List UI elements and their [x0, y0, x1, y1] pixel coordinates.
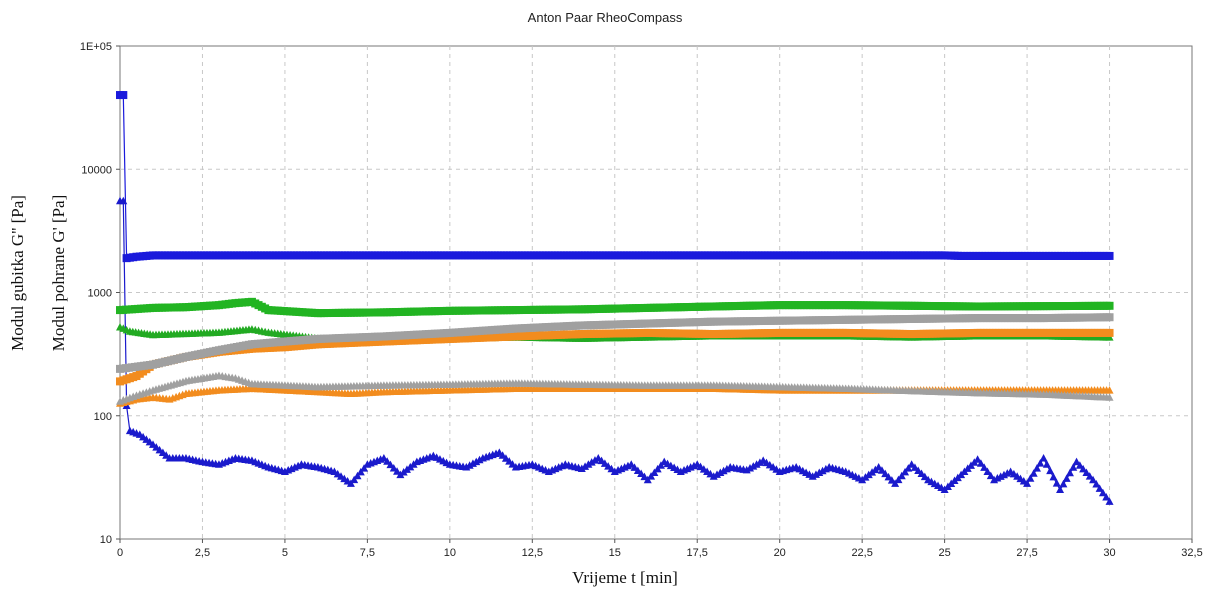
- data-point: [877, 466, 886, 474]
- data-point: [577, 464, 586, 472]
- data-point: [1039, 453, 1048, 462]
- data-point: [587, 458, 596, 466]
- data-point: [1102, 493, 1111, 501]
- data-point: [393, 467, 402, 475]
- data-point: [1023, 479, 1032, 487]
- data-point: [350, 475, 359, 484]
- x-tick-label: 15: [609, 547, 621, 559]
- data-point: [1056, 485, 1065, 493]
- x-tick-label: 22,5: [851, 547, 872, 559]
- data-point: [1029, 469, 1038, 477]
- data-point: [897, 471, 906, 480]
- data-point: [881, 469, 890, 478]
- data-point: [983, 467, 992, 475]
- data-point: [891, 479, 900, 487]
- y-tick-label: 10000: [81, 164, 112, 176]
- x-tick-label: 27,5: [1016, 547, 1037, 559]
- data-point: [1052, 479, 1061, 487]
- data-point: [1105, 301, 1114, 310]
- data-point: [884, 472, 893, 481]
- data-point: [1105, 333, 1114, 341]
- data-point: [1026, 474, 1035, 482]
- y-tick-label: 100: [94, 411, 112, 423]
- data-point: [1105, 386, 1114, 394]
- data-point: [353, 471, 362, 480]
- data-point: [1089, 475, 1098, 484]
- data-point: [752, 460, 761, 468]
- x-tick-label: 12,5: [522, 547, 543, 559]
- data-point: [887, 476, 896, 484]
- x-tick-label: 5: [282, 547, 288, 559]
- data-point: [1105, 251, 1114, 260]
- data-point: [1042, 460, 1051, 468]
- data-point: [976, 459, 985, 467]
- data-point: [581, 462, 590, 470]
- data-point: [1059, 479, 1068, 488]
- y-tick-label: 1000: [88, 288, 112, 300]
- x-tick-label: 32,5: [1181, 547, 1202, 559]
- y-tick-label: 1E+05: [80, 41, 112, 53]
- data-point: [874, 463, 883, 471]
- data-point: [383, 457, 392, 465]
- data-point: [1075, 461, 1084, 469]
- data-point: [1082, 468, 1091, 476]
- data-point: [904, 464, 913, 472]
- data-point: [1072, 457, 1081, 466]
- x-tick-label: 2,5: [195, 547, 210, 559]
- data-point: [1105, 313, 1114, 322]
- data-point: [1105, 328, 1114, 337]
- data-point: [1085, 472, 1094, 480]
- data-point: [746, 464, 755, 472]
- data-point: [1032, 464, 1041, 472]
- data-point: [901, 467, 910, 476]
- data-point: [1092, 480, 1101, 488]
- x-tick-label: 7,5: [360, 547, 375, 559]
- data-point: [1095, 484, 1104, 492]
- data-point: [119, 91, 128, 100]
- x-tick-label: 25: [938, 547, 950, 559]
- data-point: [356, 467, 365, 476]
- x-tick-label: 10: [444, 547, 456, 559]
- data-point: [1105, 497, 1114, 505]
- data-point: [346, 479, 355, 487]
- data-point: [379, 453, 388, 462]
- x-tick-label: 30: [1103, 547, 1115, 559]
- data-point: [986, 471, 995, 480]
- data-point: [1098, 488, 1107, 497]
- data-point: [386, 460, 395, 469]
- chart-title: Anton Paar RheoCompass: [527, 10, 683, 25]
- data-point: [1062, 474, 1071, 482]
- data-point: [1079, 464, 1088, 473]
- x-tick-label: 20: [774, 547, 786, 559]
- data-point: [584, 460, 593, 468]
- data-point: [1049, 472, 1058, 481]
- data-point: [1036, 459, 1045, 467]
- data-point: [1065, 468, 1074, 477]
- y-tick-label: 10: [100, 534, 112, 546]
- data-point: [980, 463, 989, 471]
- data-point: [894, 475, 903, 484]
- data-point: [1105, 393, 1114, 401]
- data-point: [973, 455, 982, 463]
- data-point: [1069, 463, 1078, 471]
- data-point: [749, 462, 758, 470]
- data-point: [1046, 466, 1055, 475]
- data-point: [119, 196, 128, 205]
- x-tick-label: 0: [117, 547, 123, 559]
- data-point: [742, 465, 751, 474]
- data-point: [389, 463, 398, 472]
- x-axis-label: Vrijeme t [min]: [572, 568, 678, 587]
- data-point: [590, 456, 599, 464]
- x-tick-label: 17,5: [687, 547, 708, 559]
- data-point: [360, 464, 369, 472]
- data-point: [755, 458, 764, 466]
